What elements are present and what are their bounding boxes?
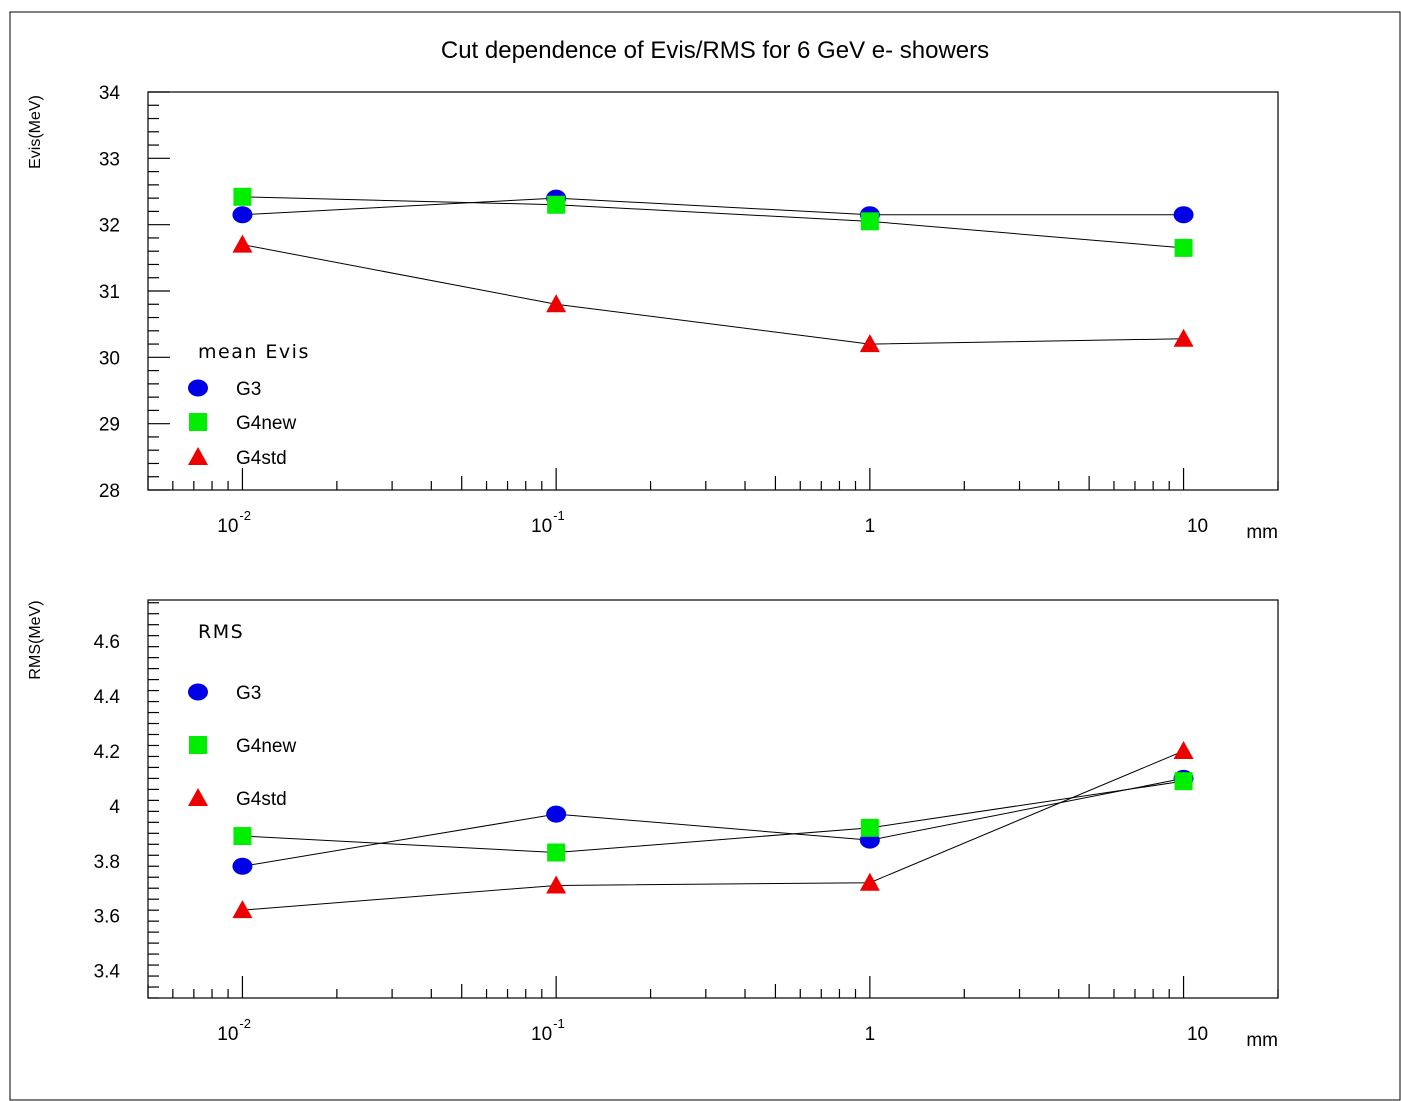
rms-annotation: RMS — [198, 621, 244, 643]
rms-legend-marker-g4new — [189, 736, 207, 754]
evis-x-tick-label: 10 — [1187, 516, 1208, 537]
evis-point-g4new — [1174, 238, 1193, 257]
evis-plot-frame — [147, 91, 1279, 491]
rms-y-tick-label: 3.8 — [94, 852, 120, 873]
evis-point-g4std — [1173, 328, 1194, 347]
rms-x-tick-label: 10 — [531, 1024, 552, 1045]
rms-point-g3 — [232, 857, 253, 875]
evis-legend-marker-g4std — [188, 447, 208, 465]
rms-legend-label-g4std: G4std — [236, 789, 287, 810]
rms-point-g4new — [233, 827, 252, 846]
evis-x-tick-label: 10 — [531, 516, 552, 537]
evis-x-tick-exponent: -2 — [239, 508, 251, 523]
rms-point-g4std — [859, 872, 880, 891]
rms-legend-label-g3: G3 — [236, 683, 261, 704]
evis-point-g4new — [233, 187, 252, 206]
rms-x-tick-label: 10 — [1187, 1024, 1208, 1045]
evis-y-tick-label: 34 — [99, 83, 121, 104]
rms-point-g4new — [1174, 772, 1193, 791]
evis-point-g3 — [232, 206, 253, 224]
evis-point-g3 — [1173, 206, 1194, 224]
rms-plot-frame — [147, 599, 1279, 999]
rms-point-g4new — [547, 843, 566, 862]
rms-y-tick-label: 3.6 — [94, 907, 120, 928]
rms-x-tick-label: 10 — [217, 1024, 238, 1045]
evis-annotation: mean Evis — [198, 341, 310, 363]
rms-series-line-g3 — [242, 777, 1184, 867]
figure-frame — [9, 11, 1401, 1101]
figure-title: Cut dependence of Evis/RMS for 6 GeV e- … — [441, 37, 989, 64]
evis-point-g4std — [859, 334, 880, 353]
rms-point-g4new — [860, 818, 879, 837]
evis-legend-marker-g3 — [188, 379, 208, 397]
rms-point-g3 — [546, 805, 567, 823]
evis-legend-label-g4new: G4new — [236, 413, 296, 434]
evis-legend-label-g4std: G4std — [236, 448, 287, 469]
rms-y-tick-label: 3.4 — [94, 962, 121, 983]
evis-y-tick-label: 33 — [99, 149, 120, 170]
evis-y-tick-label: 32 — [99, 216, 120, 237]
rms-legend-marker-g3 — [188, 683, 208, 701]
rms-x-tick-exponent: -1 — [553, 1016, 565, 1031]
rms-series-line-g4std — [242, 750, 1184, 911]
rms-legend-label-g4new: G4new — [236, 736, 296, 757]
evis-series-line-g4std — [242, 244, 1184, 345]
rms-y-tick-label: 4.6 — [94, 632, 120, 653]
rms-x-tick-label: 1 — [865, 1024, 876, 1045]
evis-y-tick-label: 28 — [99, 481, 120, 502]
rms-legend-marker-g4std — [188, 788, 208, 806]
evis-series-line-g4new — [242, 196, 1184, 249]
evis-point-g4std — [232, 234, 253, 253]
evis-legend-label-g3: G3 — [236, 379, 261, 400]
evis-point-g4new — [547, 195, 566, 214]
rms-point-g4std — [546, 875, 567, 894]
evis-x-unit-label: mm — [1246, 522, 1278, 543]
evis-series-line-g3 — [242, 197, 1184, 216]
rms-panel: 3.43.63.844.24.44.610-210-11 10 mmRMS(MeV)… — [27, 599, 1279, 1051]
evis-x-tick-exponent: -1 — [553, 508, 565, 523]
evis-point-g4std — [546, 294, 567, 313]
rms-y-tick-label: 4.4 — [94, 687, 121, 708]
evis-y-tick-label: 31 — [99, 282, 120, 303]
rms-point-g4std — [232, 900, 253, 919]
rms-y-axis-label: RMS(MeV) — [27, 600, 44, 679]
evis-y-tick-label: 29 — [99, 415, 120, 436]
rms-y-tick-label: 4.2 — [94, 742, 120, 763]
rms-y-tick-label: 4 — [109, 797, 120, 818]
evis-point-g4new — [860, 212, 879, 231]
evis-x-tick-label: 1 — [865, 516, 876, 537]
rms-x-tick-exponent: -2 — [239, 1016, 251, 1031]
evis-y-tick-label: 30 — [99, 348, 120, 369]
rms-series-line-g4new — [242, 780, 1184, 854]
rms-x-unit-label: mm — [1246, 1030, 1278, 1051]
evis-y-axis-label: Evis(MeV) — [27, 95, 44, 169]
rms-point-g4std — [1173, 740, 1194, 759]
evis-legend-marker-g4new — [189, 413, 207, 431]
evis-x-tick-label: 10 — [217, 516, 238, 537]
